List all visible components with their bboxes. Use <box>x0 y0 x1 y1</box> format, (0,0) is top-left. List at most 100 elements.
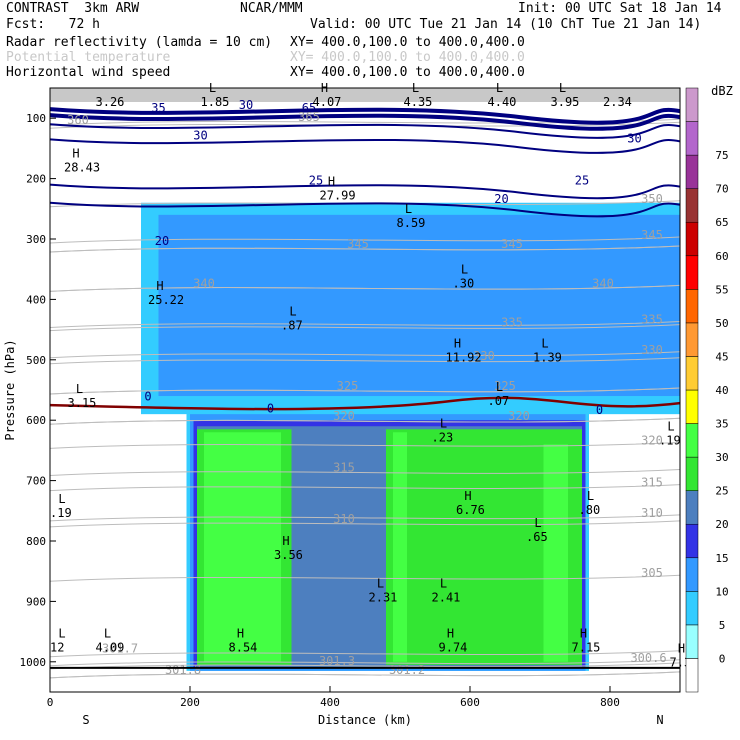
theta-contour-4 <box>50 245 680 253</box>
y-tick-label-7: 800 <box>26 535 46 548</box>
theta-label-3: 345 <box>347 237 369 251</box>
wind-contour-5 <box>50 201 680 218</box>
theta-contour-17 <box>50 469 680 477</box>
theta-label-19: 310 <box>333 512 355 526</box>
wind-contour-3 <box>50 138 680 154</box>
x-tick-label-4: 800 <box>600 696 620 709</box>
extremum-marker-16: H <box>282 534 289 548</box>
theta-contour-9 <box>50 321 680 329</box>
x-tick-label-1: 200 <box>180 696 200 709</box>
theta-contour-7 <box>50 284 680 292</box>
extremum-marker-11: L <box>667 419 674 433</box>
theta-contour-19 <box>50 520 680 528</box>
theta-label-6: 340 <box>193 276 215 290</box>
model-label: CONTRAST 3km ARW <box>6 1 140 16</box>
extremum-value-8: 3.15 <box>68 396 97 410</box>
colorbar-swatch-14 <box>685 188 699 223</box>
extremum-marker-10: L <box>440 416 447 430</box>
extremum-marker-9: L <box>496 380 503 394</box>
wind-label-1: 30 <box>239 98 253 112</box>
extremum-marker-4: H <box>156 279 163 293</box>
extremum-marker-17: L <box>377 576 384 590</box>
theta-contour-24 <box>50 662 680 670</box>
extremum-marker-0: H <box>72 146 79 160</box>
y-tick-label-6: 700 <box>26 475 46 488</box>
theta-label-26: 300.6 <box>630 651 666 665</box>
extremum-value-4: 25.22 <box>148 293 184 307</box>
theta-label-17: 315 <box>333 461 355 475</box>
y-tick-label-0: 100 <box>26 112 46 125</box>
extremum-value-21: 9.74 <box>439 641 468 655</box>
extremum-value-29: 4.40 <box>488 95 517 109</box>
center-label: NCAR/MMM <box>240 1 303 16</box>
theta-label-13: 325 <box>494 379 516 393</box>
extremum-marker-23: L <box>58 627 65 641</box>
extremum-value-10: .23 <box>432 430 454 444</box>
x-axis-south-label: S <box>82 713 89 727</box>
y-tick-label-8: 900 <box>26 595 46 608</box>
x-axis-label: Distance (km) <box>318 713 412 727</box>
theta-label-20: 310 <box>641 506 663 520</box>
extremum-marker-21: H <box>447 627 454 641</box>
colorbar-swatch-10 <box>685 322 699 357</box>
theta-contour-16 <box>50 441 680 449</box>
x-tick-label-0: 0 <box>47 696 54 709</box>
colorbar-swatch-16 <box>685 121 699 156</box>
extremum-value-6: 11.92 <box>446 351 482 365</box>
extremum-value-13: .80 <box>579 503 601 517</box>
theta-label-0: 360 <box>67 113 89 127</box>
extremum-value-7: 1.39 <box>533 351 562 365</box>
wind-label-0: 35 <box>151 101 165 115</box>
y-tick-label-3: 400 <box>26 293 46 306</box>
extremum-value-12: 6.76 <box>456 503 485 517</box>
theta-label-22: 301.7 <box>102 642 138 656</box>
extremum-marker-22: H <box>580 627 587 641</box>
colorbar-swatch-6 <box>685 456 699 491</box>
extremum-value-9: .07 <box>488 394 510 408</box>
valid-label: Valid: 00 UTC Tue 21 Jan 14 (10 ChT Tue … <box>310 17 702 32</box>
theta-contour-26 <box>50 659 680 667</box>
extremum-value-19: 4.09 <box>96 641 125 655</box>
colorbar-level-4: 20 <box>715 518 728 531</box>
wind-label-11: 0 <box>596 403 603 417</box>
extremum-value-2: 8.59 <box>397 216 426 230</box>
colorbar-swatch-1 <box>685 624 699 659</box>
upper-theta-band <box>50 88 680 102</box>
wind-label-8: 20 <box>155 234 169 248</box>
field-1-xy: XY= 400.0,100.0 to 400.0,400.0 <box>290 35 525 50</box>
theta-label-21: 305 <box>641 566 663 580</box>
plot-frame <box>49 87 681 693</box>
theta-contour-21 <box>50 574 680 582</box>
extremum-marker-2: L <box>405 202 412 216</box>
colorbar-level-1: 5 <box>719 619 726 632</box>
reflectivity-fill-layer <box>141 202 680 671</box>
colorbar-level-3: 15 <box>715 552 728 565</box>
reflectivity-region-8 <box>204 432 281 662</box>
extremum-marker-24: H <box>678 642 685 656</box>
theta-contour-25 <box>50 671 680 679</box>
theta-label-4: 345 <box>501 237 523 251</box>
colorbar-swatch-8 <box>685 389 699 424</box>
wind-label-5: 25 <box>309 174 323 188</box>
x-axis-north-label: N <box>656 713 663 727</box>
extremum-value-1: 27.99 <box>320 189 356 203</box>
colorbar-swatch-15 <box>685 154 699 189</box>
colorbar-swatch-13 <box>685 221 699 257</box>
colorbar-level-12: 60 <box>715 250 728 263</box>
colorbar-level-0: 0 <box>719 652 726 665</box>
field-1-name: Radar reflectivity (lamda = 10 cm) <box>6 35 273 50</box>
extremum-value-5: .87 <box>281 319 303 333</box>
theta-label-15: 320 <box>508 409 530 423</box>
extremum-marker-19: L <box>104 627 111 641</box>
extremum-marker-6: H <box>454 337 461 351</box>
colorbar-level-6: 30 <box>715 451 728 464</box>
extremum-marker-3: L <box>461 262 468 276</box>
theta-label-5: 345 <box>641 228 663 242</box>
reflectivity-region-10 <box>543 444 568 662</box>
extremum-value-31: 2.34 <box>603 95 632 109</box>
y-tick-label-4: 500 <box>26 354 46 367</box>
theta-contour-15 <box>50 417 680 425</box>
field-3-xy: XY= 400.0,100.0 to 400.0,400.0 <box>290 65 525 80</box>
